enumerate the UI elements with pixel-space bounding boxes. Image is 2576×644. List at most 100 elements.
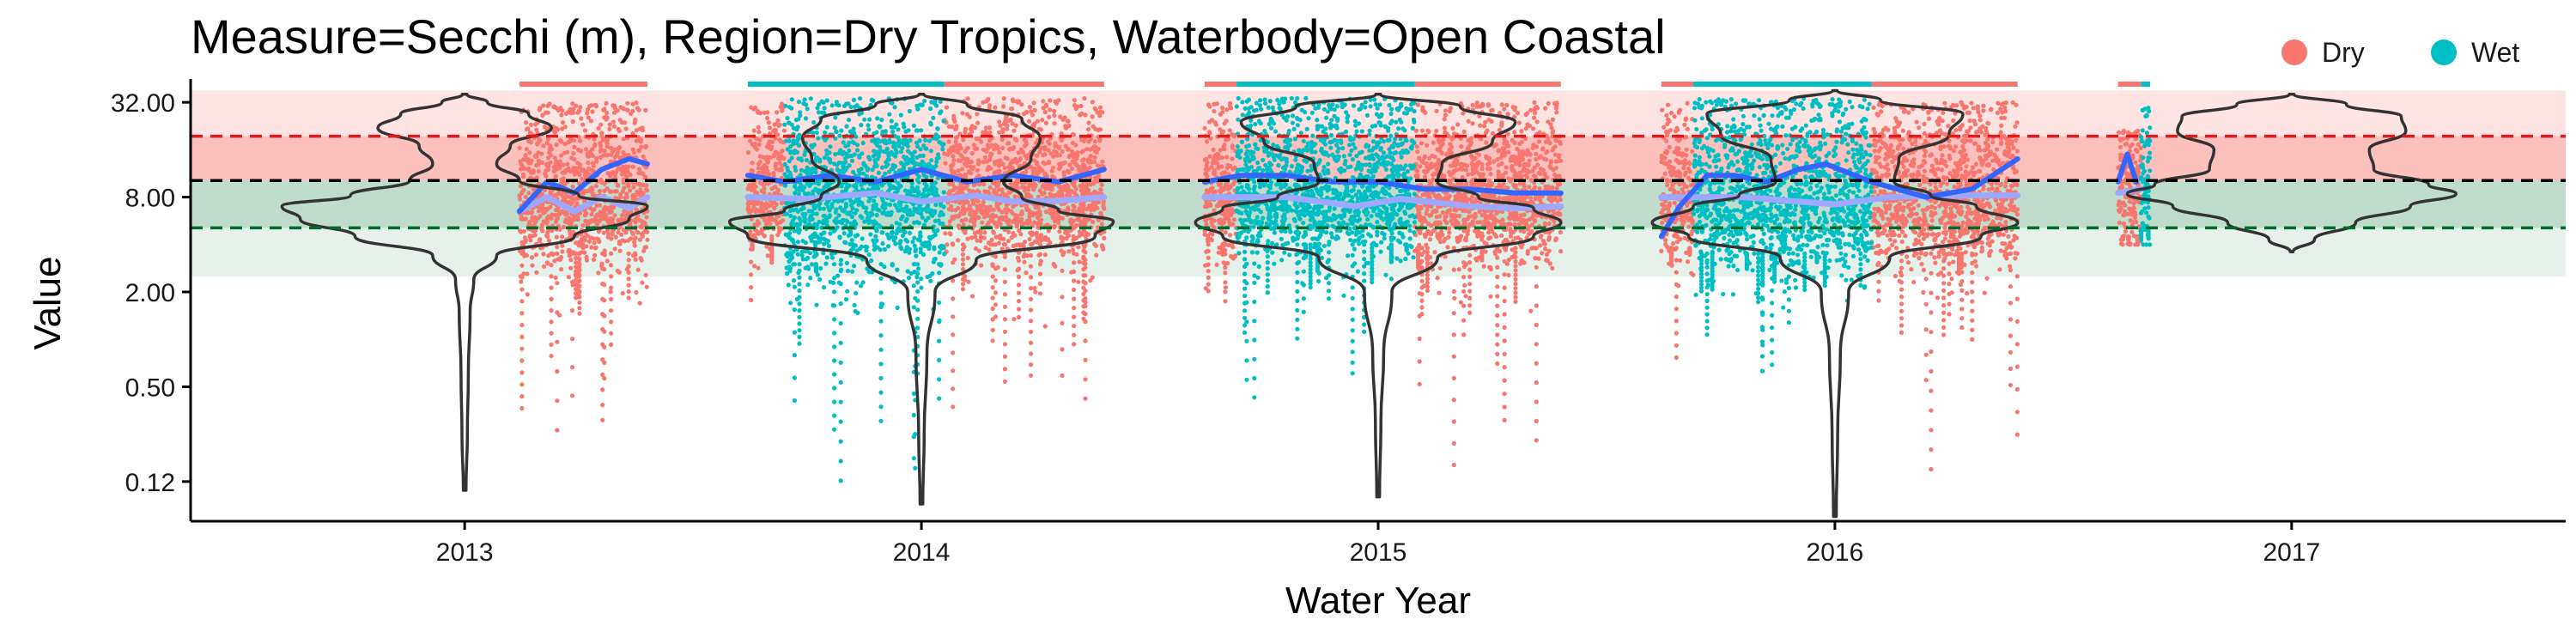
data-point	[556, 107, 561, 112]
data-point	[1499, 161, 1504, 167]
data-point	[1214, 101, 1219, 106]
data-point	[1077, 229, 1082, 234]
data-point	[1073, 106, 1078, 112]
data-point	[1011, 231, 1016, 236]
data-point	[574, 103, 579, 108]
data-point	[542, 264, 547, 269]
data-point	[1031, 100, 1036, 106]
data-point	[617, 248, 623, 253]
data-point	[1688, 183, 1694, 188]
data-point	[1425, 253, 1430, 258]
data-point	[564, 211, 569, 216]
data-point	[764, 157, 769, 162]
data-point	[996, 219, 1001, 224]
data-point	[1502, 351, 1507, 356]
data-point	[608, 216, 613, 221]
data-point	[576, 288, 581, 293]
data-point	[1207, 154, 1212, 159]
data-point	[975, 120, 981, 125]
data-point	[1051, 262, 1056, 267]
data-point	[1002, 279, 1007, 284]
data-point	[1439, 141, 1444, 146]
data-point	[1077, 259, 1082, 264]
data-point	[1479, 212, 1485, 218]
data-point	[1447, 193, 1452, 198]
data-point	[582, 250, 587, 255]
data-point	[756, 142, 762, 147]
data-point	[1990, 140, 1996, 145]
data-point	[993, 278, 999, 283]
data-point	[559, 177, 564, 182]
data-point	[626, 264, 631, 269]
data-point	[1434, 108, 1439, 113]
data-point	[951, 296, 956, 301]
data-point	[625, 211, 631, 216]
data-point	[1090, 114, 1095, 119]
data-point	[1470, 194, 1475, 199]
data-point	[1662, 171, 1668, 176]
data-point	[1040, 191, 1045, 197]
data-point	[1473, 155, 1478, 161]
plot-area	[191, 82, 2566, 519]
data-point	[524, 120, 529, 125]
data-point	[596, 125, 601, 131]
data-point	[951, 144, 957, 149]
data-point	[775, 118, 781, 123]
data-point	[609, 319, 614, 325]
data-point	[641, 220, 647, 225]
data-point	[1467, 210, 1472, 215]
data-point	[1460, 162, 1465, 168]
data-point	[948, 232, 953, 237]
data-point	[1459, 143, 1464, 149]
data-point	[961, 185, 966, 191]
data-point	[642, 245, 647, 250]
data-point	[566, 140, 571, 145]
data-point	[1083, 265, 1088, 270]
data-point	[1056, 161, 1062, 167]
data-point	[1686, 224, 1692, 229]
data-point	[553, 192, 558, 197]
data-point	[960, 252, 966, 257]
data-point	[1213, 122, 1218, 127]
data-point	[972, 146, 977, 151]
data-point	[773, 161, 779, 167]
data-point	[1028, 264, 1034, 269]
data-point	[1069, 188, 1074, 194]
data-point	[1047, 114, 1052, 119]
data-point	[645, 237, 650, 242]
data-point	[609, 145, 614, 150]
data-point	[967, 170, 972, 175]
data-point	[560, 249, 565, 254]
data-point	[526, 210, 531, 216]
data-point	[991, 207, 996, 212]
data-point	[1066, 185, 1071, 191]
data-point	[638, 224, 643, 229]
data-point	[1012, 317, 1017, 322]
data-point	[1071, 203, 1076, 209]
data-point	[549, 353, 554, 359]
data-point	[1028, 319, 1034, 324]
data-point	[524, 252, 530, 258]
data-point	[522, 235, 528, 240]
data-point	[632, 243, 637, 248]
data-point	[1017, 158, 1022, 163]
data-point	[525, 271, 530, 276]
data-point	[1413, 173, 1419, 179]
data-point	[1674, 246, 1679, 251]
data-point	[1083, 396, 1088, 401]
data-point	[1531, 143, 1536, 148]
data-point	[1876, 243, 1881, 248]
data-point	[1062, 115, 1067, 120]
data-point	[946, 124, 951, 129]
data-point	[998, 123, 1003, 128]
data-point	[1494, 234, 1499, 239]
data-point	[1522, 212, 1527, 217]
data-point	[519, 279, 524, 284]
data-point	[772, 200, 777, 205]
season-bar	[1236, 82, 1415, 87]
data-point	[1425, 128, 1431, 133]
data-point	[1092, 189, 1097, 194]
data-point	[645, 229, 650, 234]
data-point	[544, 219, 550, 224]
data-point	[526, 126, 531, 131]
